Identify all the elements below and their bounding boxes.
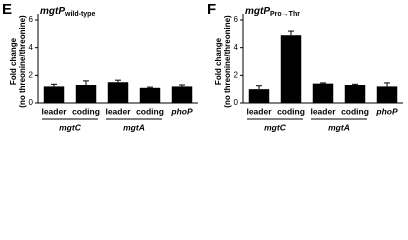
bar — [344, 85, 366, 103]
x-tick-label: coding — [72, 106, 100, 116]
bar — [139, 87, 161, 103]
y-axis-label: (no threonine/threonine) — [223, 15, 232, 108]
x-tick-label: leader — [310, 106, 336, 116]
y-tick-label: 0 — [234, 98, 239, 107]
x-tick-label: coding — [341, 106, 369, 116]
y-tick-label: 0 — [29, 98, 34, 107]
bar — [312, 83, 334, 103]
y-tick-label: 2 — [234, 70, 239, 79]
x-tick-label: coding — [136, 106, 164, 116]
panel-letter: F — [207, 1, 216, 18]
chart-title: mgtPPro→Thr — [245, 6, 300, 18]
y-axis-label: (no threonine/threonine) — [18, 15, 27, 108]
title-main: mgtP — [245, 6, 270, 17]
x-tick-label: coding — [277, 106, 305, 116]
bar — [75, 85, 97, 103]
y-tick-label: 6 — [234, 15, 239, 24]
x-tick-label: leader — [246, 106, 272, 116]
group-label: mgtA — [123, 122, 145, 132]
title-main: mgtP — [40, 6, 65, 17]
title-subscript: wild-type — [64, 11, 95, 18]
group-label: mgtC — [264, 122, 287, 132]
group-label: mgtC — [59, 122, 82, 132]
y-tick-label: 4 — [29, 43, 34, 52]
bar — [248, 89, 270, 103]
chart-title: mgtPwild-type — [40, 6, 95, 18]
x-tick-label: phoP — [170, 106, 193, 116]
bar — [171, 86, 193, 103]
y-axis-label: Fold change — [214, 37, 223, 85]
bar — [43, 86, 65, 103]
y-tick-label: 4 — [234, 43, 239, 52]
y-tick-label: 2 — [29, 70, 34, 79]
bar — [107, 82, 129, 103]
x-tick-label: leader — [41, 106, 67, 116]
y-tick-label: 6 — [29, 15, 34, 24]
title-subscript: Pro→Thr — [270, 11, 300, 18]
x-tick-label: phoP — [375, 106, 398, 116]
bar — [376, 86, 398, 103]
x-tick-label: leader — [105, 106, 131, 116]
bar — [280, 35, 302, 103]
y-axis-label: Fold change — [9, 37, 18, 85]
group-label: mgtA — [328, 122, 350, 132]
panel-letter: E — [2, 1, 12, 18]
